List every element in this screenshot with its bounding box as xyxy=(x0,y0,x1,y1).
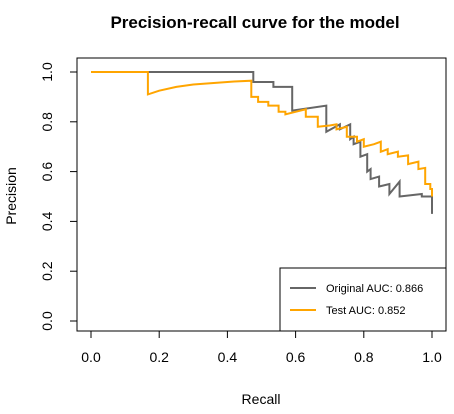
y-axis-label: Precision xyxy=(3,167,19,225)
legend-label: Original AUC: 0.866 xyxy=(326,283,423,295)
legend: Original AUC: 0.866 Test AUC: 0.852 xyxy=(279,267,447,332)
x-tick-label: 0.4 xyxy=(218,349,238,365)
y-tick-label: 0.8 xyxy=(39,112,55,132)
x-tick-label: 0.0 xyxy=(81,349,101,365)
x-tick-label: 0.8 xyxy=(354,349,374,365)
x-tick-label: 1.0 xyxy=(422,349,442,365)
series-line-2 xyxy=(91,71,433,197)
axes-layer: 0.0 0.2 0.4 0.6 0.8 1.0 0.0 0.2 0.4 0.6 0.8 1.0 xyxy=(39,62,442,365)
x-axis-label: Recall xyxy=(242,391,281,407)
y-tick-label: 0.2 xyxy=(39,261,55,281)
y-tick-label: 1.0 xyxy=(39,62,55,82)
y-tick-label: 0.6 xyxy=(39,162,55,182)
y-tick-label: 0.0 xyxy=(39,311,55,331)
legend-label: Test AUC: 0.852 xyxy=(326,305,406,317)
series-layer xyxy=(91,71,433,214)
x-tick-label: 0.2 xyxy=(149,349,169,365)
legend-box xyxy=(279,267,447,332)
x-tick-label: 0.6 xyxy=(286,349,306,365)
y-tick-label: 0.4 xyxy=(39,211,55,231)
series-line-1 xyxy=(91,71,433,214)
chart-title: Precision-recall curve for the model xyxy=(110,13,399,32)
